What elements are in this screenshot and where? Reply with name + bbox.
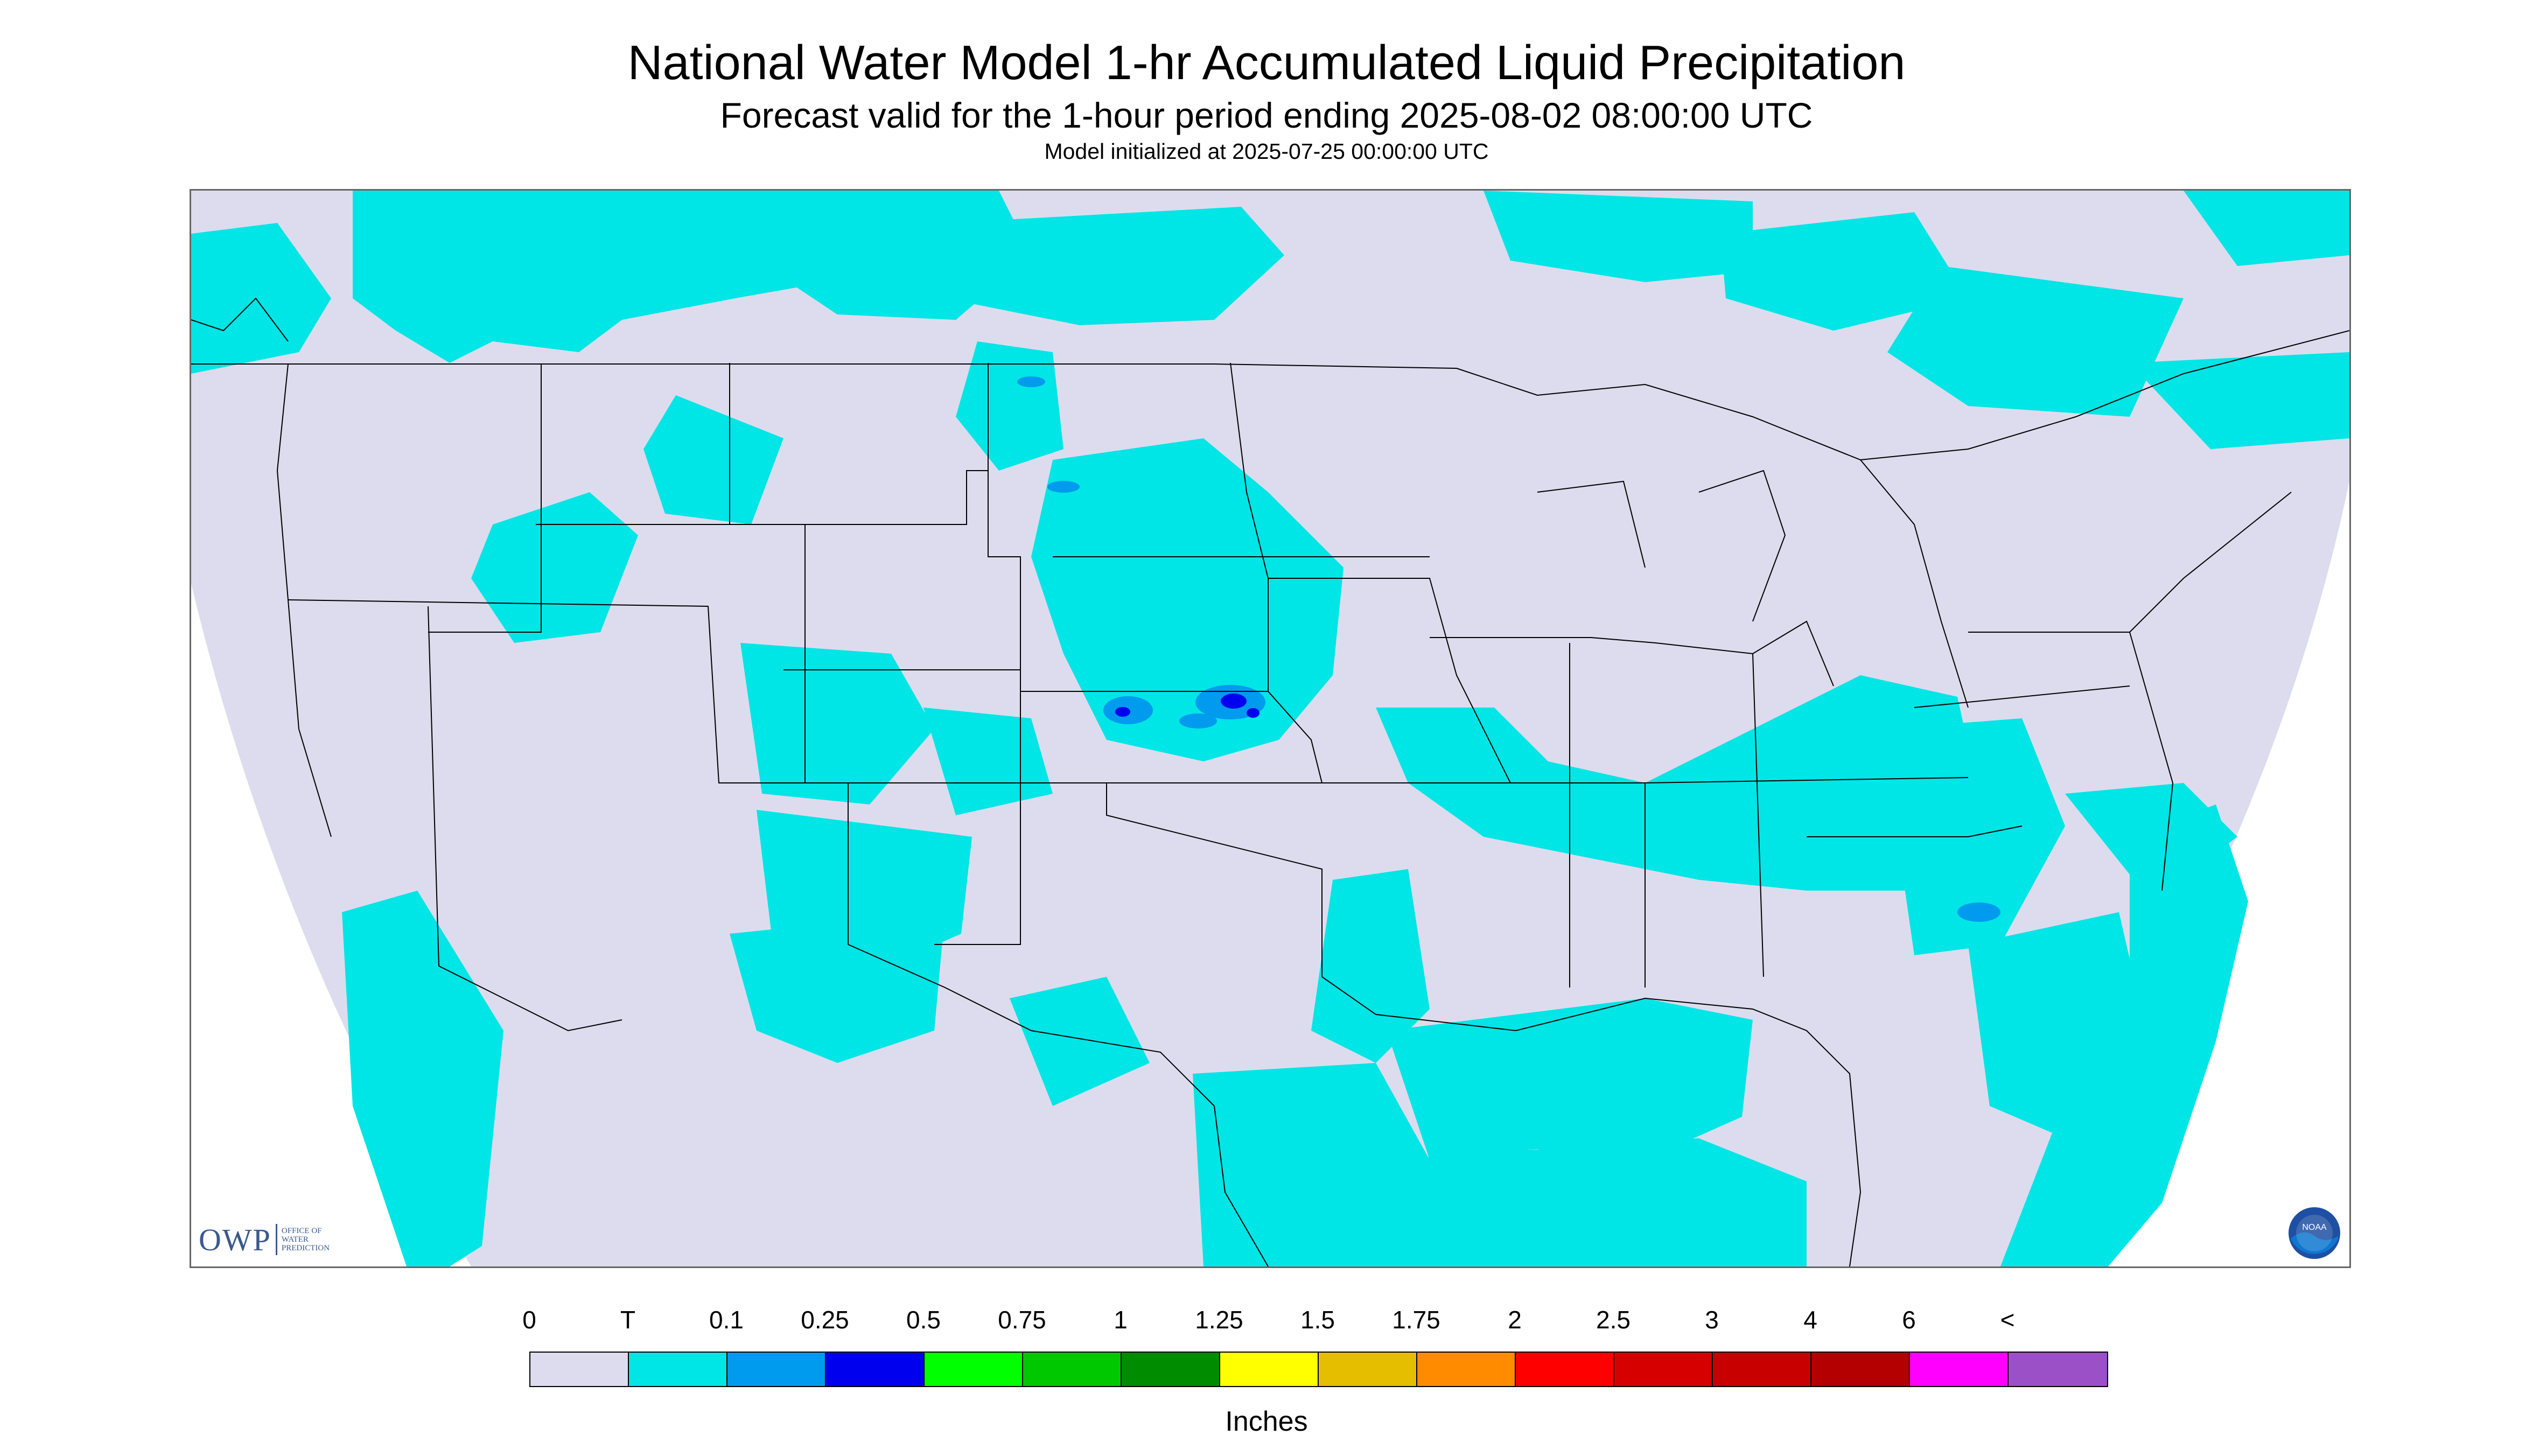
legend-swatch [727, 1353, 826, 1386]
legend-swatch [530, 1353, 629, 1386]
legend-label: 1 [1114, 1306, 1128, 1334]
legend-swatch [1023, 1353, 1122, 1386]
legend-label: 2 [1508, 1306, 1522, 1334]
legend-label: 0.5 [906, 1306, 941, 1334]
legend-swatch [629, 1353, 727, 1386]
legend-units: Inches [1225, 1406, 1308, 1437]
legend-swatch [826, 1353, 925, 1386]
legend-swatch [925, 1353, 1023, 1386]
legend-label: 3 [1705, 1306, 1719, 1334]
owp-logo-divider [275, 1224, 277, 1255]
model-init-line: Model initialized at 2025-07-25 00:00:00… [1044, 139, 1489, 164]
legend-swatch [1122, 1353, 1220, 1386]
svg-text:NOAA: NOAA [2302, 1223, 2327, 1232]
legend-label: 2.5 [1596, 1306, 1631, 1334]
legend-swatch [1220, 1353, 1319, 1386]
legend-label: < [2000, 1306, 2015, 1334]
legend-label: T [620, 1306, 636, 1334]
noaa-logo: NOAA [2287, 1206, 2341, 1260]
owp-logo-subtext: OFFICE OF WATER PREDICTION [281, 1227, 330, 1252]
legend-swatch [1319, 1353, 1417, 1386]
legend-swatch [1417, 1353, 1516, 1386]
legend-label: 0.75 [998, 1306, 1046, 1334]
legend-label: 1.75 [1392, 1306, 1440, 1334]
legend-swatch [1910, 1353, 2009, 1386]
legend-colorbar [529, 1352, 2108, 1387]
legend-label: 0 [522, 1306, 536, 1334]
legend-label: 1.5 [1300, 1306, 1335, 1334]
precipitation-map [190, 189, 2351, 1268]
trace-precip-areas [191, 191, 2349, 1266]
legend-swatch [1516, 1353, 1614, 1386]
legend-swatch [1713, 1353, 1811, 1386]
legend-swatch [1811, 1353, 1910, 1386]
legend-swatch [2009, 1353, 2107, 1386]
map-title: National Water Model 1-hr Accumulated Li… [627, 36, 1906, 90]
legend-swatch [1614, 1353, 1713, 1386]
map-subtitle: Forecast valid for the 1-hour period end… [720, 95, 1813, 135]
legend-labels: 0 T 0.1 0.25 0.5 0.75 1 1.25 1.5 1.75 2 2.5 3 4 6 < [0, 1305, 2533, 1338]
owp-logo-text: OWP [199, 1222, 271, 1257]
legend-label: 0.25 [801, 1306, 849, 1334]
owp-logo: OWP OFFICE OF WATER PREDICTION [199, 1222, 330, 1257]
political-boundaries [191, 297, 2349, 1266]
blue-precip-cells [1115, 694, 1259, 718]
legend-label: 4 [1803, 1306, 1817, 1334]
legend-label: 0.1 [709, 1306, 744, 1334]
legend-label: 1.25 [1195, 1306, 1243, 1334]
legend-label: 6 [1902, 1306, 1916, 1334]
